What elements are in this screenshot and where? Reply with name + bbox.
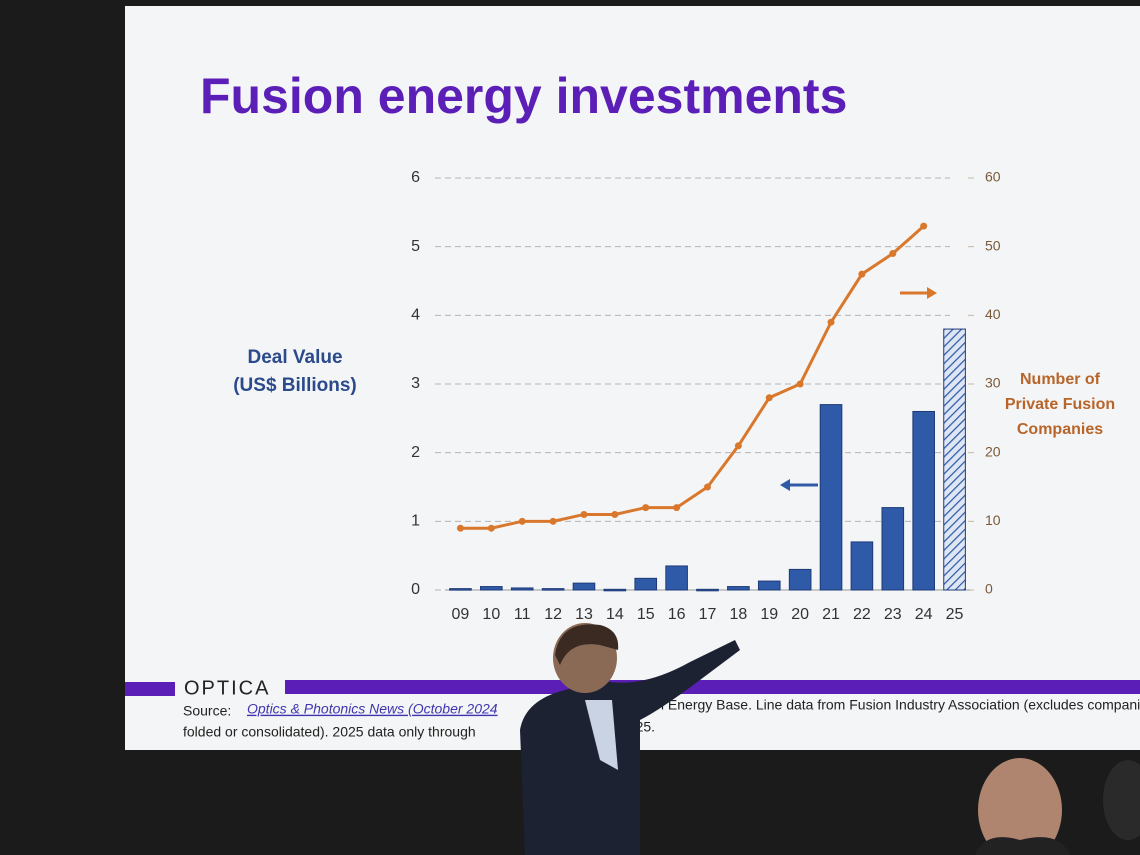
bar	[541, 588, 565, 591]
footer-bar	[125, 682, 175, 696]
line-point	[580, 510, 588, 518]
axis-arrow-right	[900, 287, 937, 299]
y-label-line: Deal Value	[247, 347, 342, 368]
presenter	[520, 623, 740, 855]
y2-tick-label: 0	[985, 581, 993, 597]
y-tick-label: 3	[411, 375, 420, 392]
y2-label-line: Private Fusion	[1005, 396, 1115, 413]
y-tick-label: 5	[411, 238, 420, 255]
x-tick-label: 12	[544, 606, 562, 623]
y-axis-title: Deal Value (US$ Billions)	[233, 347, 357, 396]
x-tick-label: 15	[637, 606, 655, 623]
bar	[603, 588, 627, 592]
x-tick-label: 21	[822, 606, 840, 623]
y2-tick-label: 50	[985, 237, 1001, 253]
y-tick-label: 6	[411, 169, 420, 186]
slide	[125, 6, 1140, 750]
axis-arrow-left	[780, 479, 818, 491]
source-text: Fusion Energy Base. Line data from Fusio…	[622, 697, 1140, 713]
line-point	[734, 442, 742, 450]
bar	[912, 410, 935, 591]
x-tick-label: 11	[514, 606, 531, 623]
x-tick-label: 17	[699, 606, 717, 623]
bar	[665, 565, 688, 591]
y-tick-label: 4	[411, 307, 420, 324]
audience	[975, 758, 1140, 855]
bar	[634, 577, 658, 591]
line-point	[889, 250, 897, 258]
bar	[449, 588, 472, 591]
y2-tick-label: 30	[985, 375, 1001, 391]
logo: OPTICA	[184, 677, 270, 699]
bar	[757, 580, 781, 591]
line-point	[487, 524, 495, 532]
line-point	[611, 510, 619, 518]
x-tick-label: 09	[452, 606, 470, 623]
y2-tick-label: 40	[985, 306, 1001, 322]
x-tick-label: 18	[729, 606, 747, 623]
line-point	[827, 318, 835, 326]
bar	[572, 582, 596, 591]
y-tick-label: 1	[411, 513, 420, 530]
x-tick-label: 24	[915, 606, 933, 623]
y2-label-line: Companies	[1017, 421, 1103, 438]
source-link: Optics & Photonics News (October 2024	[247, 701, 498, 717]
x-tick-label: 16	[668, 606, 686, 623]
y-tick-label: 0	[411, 581, 420, 598]
line-point	[642, 504, 650, 512]
source-label: Source:	[183, 703, 231, 719]
source-text: folded or consolidated). 2025 data only …	[183, 724, 476, 740]
y-label-line: (US$ Billions)	[233, 375, 357, 396]
line-point	[765, 394, 773, 402]
line	[460, 224, 925, 530]
x-tick-label: 23	[884, 606, 902, 623]
x-tick-label: 20	[791, 606, 809, 623]
x-tick-label: 10	[482, 606, 500, 623]
line-point	[456, 524, 464, 532]
chart-title: Fusion energy investments	[200, 68, 847, 124]
bar	[480, 586, 503, 591]
bar	[850, 541, 874, 591]
bar	[696, 588, 719, 592]
bar	[943, 328, 966, 591]
x-tick-label: 19	[760, 606, 778, 623]
line-point	[796, 380, 804, 388]
line-point	[673, 504, 681, 512]
bar	[881, 507, 905, 591]
bar	[510, 587, 534, 591]
line-point	[858, 270, 866, 278]
bar	[727, 586, 750, 591]
x-tick-label: 13	[575, 606, 593, 623]
y2-axis-title: Number of Private Fusion Companies	[1005, 371, 1115, 438]
line-point	[920, 222, 928, 230]
line-point	[704, 483, 711, 491]
y2-tick-label: 20	[985, 443, 1001, 459]
y2-label-line: Number of	[1020, 371, 1101, 388]
x-tick-label: 25	[946, 606, 964, 623]
bar	[788, 568, 812, 591]
bar	[819, 404, 843, 591]
footer-bar	[285, 680, 1140, 694]
x-tick-label: 22	[853, 606, 871, 623]
line-point	[518, 517, 526, 525]
line-point	[549, 517, 557, 525]
y2-tick-label: 60	[985, 169, 1001, 185]
y-tick-label: 2	[411, 444, 420, 461]
y2-tick-label: 10	[985, 512, 1001, 528]
x-tick-label: 14	[606, 606, 624, 623]
